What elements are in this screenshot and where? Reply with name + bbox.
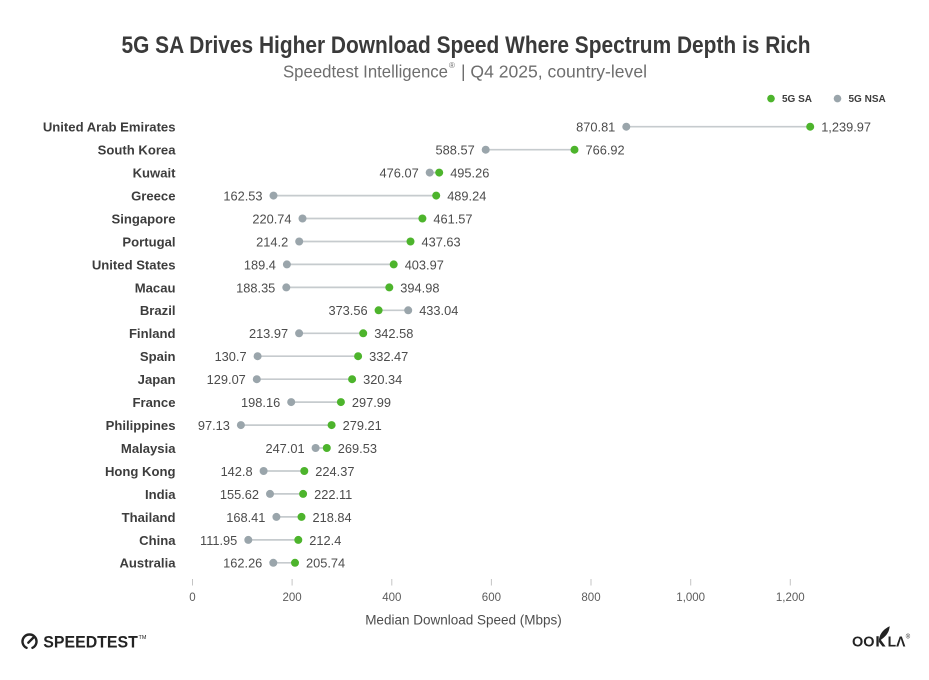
svg-text:1,200: 1,200	[776, 592, 805, 604]
svg-text:205.74: 205.74	[306, 556, 345, 571]
svg-text:297.99: 297.99	[352, 395, 391, 410]
svg-text:TM: TM	[139, 635, 147, 641]
svg-text:France: France	[133, 395, 176, 410]
svg-text:870.81: 870.81	[576, 120, 615, 135]
svg-text:129.07: 129.07	[207, 372, 246, 387]
svg-text:Speedtest Intelligence: Speedtest Intelligence	[283, 62, 448, 82]
svg-text:Thailand: Thailand	[122, 510, 176, 525]
svg-text:0: 0	[189, 592, 195, 604]
svg-text:394.98: 394.98	[400, 280, 439, 295]
svg-text:495.26: 495.26	[450, 166, 489, 181]
svg-text:Singapore: Singapore	[111, 211, 175, 226]
svg-text:342.58: 342.58	[374, 326, 413, 341]
svg-text:218.84: 218.84	[313, 510, 352, 525]
svg-text:India: India	[145, 487, 176, 502]
svg-text:| Q4 2025, country-level: | Q4 2025, country-level	[461, 62, 647, 82]
svg-text:Japan: Japan	[138, 372, 176, 387]
svg-text:213.97: 213.97	[249, 326, 288, 341]
svg-text:224.37: 224.37	[315, 464, 354, 479]
svg-text:433.04: 433.04	[419, 303, 458, 318]
svg-text:198.16: 198.16	[241, 395, 280, 410]
svg-text:®: ®	[449, 61, 455, 70]
svg-text:461.57: 461.57	[433, 211, 472, 226]
svg-text:5G NSA: 5G NSA	[849, 94, 886, 105]
svg-text:130.7: 130.7	[215, 349, 247, 364]
svg-text:437.63: 437.63	[422, 234, 461, 249]
svg-text:1,239.97: 1,239.97	[821, 120, 871, 135]
svg-text:476.07: 476.07	[380, 166, 419, 181]
svg-text:142.8: 142.8	[221, 464, 253, 479]
svg-text:766.92: 766.92	[586, 143, 625, 158]
svg-text:OO: OO	[852, 635, 875, 651]
svg-text:Australia: Australia	[119, 556, 176, 571]
svg-text:Median Download Speed (Mbps): Median Download Speed (Mbps)	[365, 613, 562, 628]
svg-text:162.53: 162.53	[223, 189, 262, 204]
svg-text:South Korea: South Korea	[98, 143, 177, 158]
svg-text:Malaysia: Malaysia	[121, 441, 176, 456]
svg-text:Spain: Spain	[140, 349, 176, 364]
svg-text:600: 600	[482, 592, 501, 604]
svg-text:220.74: 220.74	[252, 211, 291, 226]
svg-text:279.21: 279.21	[343, 418, 382, 433]
svg-text:800: 800	[581, 592, 600, 604]
svg-text:Hong Kong: Hong Kong	[105, 464, 176, 479]
svg-text:200: 200	[283, 592, 302, 604]
svg-text:5G SA Drives Higher Download S: 5G SA Drives Higher Download Speed Where…	[122, 32, 811, 59]
svg-text:Philippines: Philippines	[106, 418, 176, 433]
svg-text:Brazil: Brazil	[140, 303, 176, 318]
svg-text:Macau: Macau	[135, 280, 176, 295]
svg-text:111.95: 111.95	[200, 533, 237, 548]
svg-text:168.41: 168.41	[226, 510, 265, 525]
svg-text:489.24: 489.24	[447, 189, 486, 204]
svg-text:247.01: 247.01	[265, 441, 304, 456]
svg-text:155.62: 155.62	[220, 487, 259, 502]
svg-text:212.4: 212.4	[309, 533, 341, 548]
svg-text:Finland: Finland	[129, 326, 176, 341]
svg-text:®: ®	[906, 634, 911, 641]
svg-text:162.26: 162.26	[223, 556, 262, 571]
svg-text:United Arab Emirates: United Arab Emirates	[43, 120, 176, 135]
svg-text:1,000: 1,000	[676, 592, 705, 604]
svg-text:403.97: 403.97	[405, 257, 444, 272]
svg-text:Greece: Greece	[131, 188, 175, 203]
svg-text:SPEEDTEST: SPEEDTEST	[43, 634, 138, 652]
svg-text:189.4: 189.4	[244, 257, 276, 272]
svg-text:373.56: 373.56	[328, 303, 367, 318]
svg-text:320.34: 320.34	[363, 372, 402, 387]
svg-text:400: 400	[382, 592, 401, 604]
svg-text:China: China	[139, 533, 176, 548]
svg-text:Kuwait: Kuwait	[133, 166, 177, 181]
svg-text:214.2: 214.2	[256, 234, 288, 249]
svg-text:188.35: 188.35	[236, 280, 275, 295]
svg-text:332.47: 332.47	[369, 349, 408, 364]
svg-text:588.57: 588.57	[436, 143, 475, 158]
svg-text:5G SA: 5G SA	[782, 94, 812, 105]
svg-text:Portugal: Portugal	[122, 234, 175, 249]
svg-text:LΛ: LΛ	[888, 635, 906, 651]
svg-text:222.11: 222.11	[314, 487, 352, 502]
svg-text:97.13: 97.13	[198, 418, 230, 433]
svg-text:269.53: 269.53	[338, 441, 377, 456]
svg-text:United States: United States	[92, 257, 176, 272]
